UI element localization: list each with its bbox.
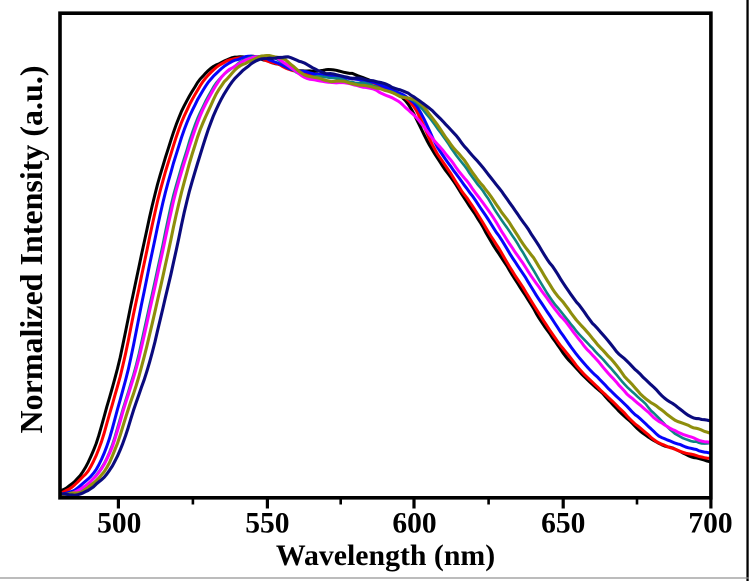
svg-text:500: 500 bbox=[97, 508, 141, 540]
svg-text:Wavelength (nm): Wavelength (nm) bbox=[276, 539, 495, 572]
svg-text:Normalized Intensity (a.u.): Normalized Intensity (a.u.) bbox=[13, 66, 49, 434]
svg-text:650: 650 bbox=[541, 508, 585, 540]
svg-text:550: 550 bbox=[245, 508, 289, 540]
svg-text:600: 600 bbox=[392, 508, 436, 540]
svg-text:700: 700 bbox=[688, 508, 732, 540]
